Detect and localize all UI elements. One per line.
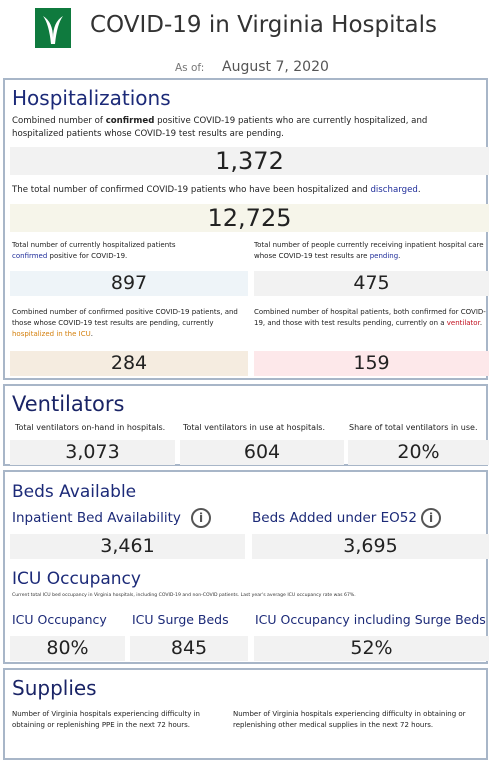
text: pending: [369, 252, 399, 260]
description: Total number of currently hospitalized p…: [12, 240, 212, 262]
text: Combined number of confirmed positive CO…: [12, 308, 238, 327]
metric-label: ICU Surge Beds: [132, 612, 229, 627]
description: Total number of people currently receivi…: [254, 240, 486, 262]
logo: [35, 8, 71, 48]
text: ventilator: [446, 319, 480, 327]
text: discharged: [370, 185, 418, 195]
section-title: Beds Available: [12, 482, 137, 502]
text: positive for COVID-19.: [47, 252, 128, 260]
description: Combined number of hospital patients, bo…: [254, 307, 488, 329]
text: hospitalized in the ICU: [12, 330, 91, 338]
metric-value: 897: [10, 271, 248, 296]
metric-value: 52%: [254, 636, 489, 661]
metric-value: 12,725: [10, 204, 489, 232]
metric-value: 284: [10, 351, 248, 376]
text: The total number of confirmed COVID-19 p…: [12, 185, 371, 195]
description: The total number of confirmed COVID-19 p…: [12, 184, 482, 197]
description: Number of Virginia hospitals experiencin…: [12, 710, 200, 729]
metric-value: 80%: [10, 636, 125, 661]
beds-section: Beds Available Inpatient Bed Availabilit…: [3, 470, 489, 664]
metric-value: 604: [180, 440, 344, 465]
text: .: [398, 252, 401, 260]
metric-label: Total ventilators in use at hospitals.: [183, 423, 325, 432]
supplies-section: Supplies Number of Virginia hospitals ex…: [3, 668, 488, 760]
metric-value: 3,073: [10, 440, 175, 465]
text: Total number of currently hospitalized p…: [12, 241, 176, 249]
text: confirmed: [12, 252, 48, 260]
text: Total number of people currently receivi…: [254, 241, 484, 260]
text: confirmed: [105, 116, 155, 126]
description: Combined number of confirmed positive CO…: [12, 307, 250, 340]
metric-label: Total ventilators on-hand in hospitals.: [15, 423, 166, 432]
description: Number of Virginia hospitals experiencin…: [233, 710, 466, 729]
section-title: Supplies: [12, 676, 97, 700]
page-title: COVID-19 in Virginia Hospitals: [90, 12, 437, 38]
metric-label: Share of total ventilators in use.: [349, 423, 478, 432]
section-title: Hospitalizations: [12, 86, 171, 110]
section-title: Ventilators: [12, 392, 125, 416]
metric-value: 3,461: [10, 534, 245, 559]
description: Combined number of confirmed positive CO…: [12, 115, 477, 141]
as-of-label: As of:: [175, 62, 205, 74]
text: .: [479, 319, 483, 327]
metric-label: Beds Added under EO52: [252, 510, 417, 526]
metric-label: ICU Occupancy: [12, 612, 107, 627]
info-icon[interactable]: i: [421, 508, 441, 528]
ventilators-section: Ventilators Total ventilators on-hand in…: [3, 384, 489, 466]
text: .: [417, 185, 421, 195]
text: .: [90, 330, 93, 338]
metric-value: 1,372: [10, 147, 489, 175]
note: Current total ICU bed occupancy in Virgi…: [12, 593, 356, 598]
as-of-date: August 7, 2020: [222, 59, 329, 75]
metric-label: Inpatient Bed Availability: [12, 510, 181, 526]
metric-value: 845: [130, 636, 248, 661]
text: Combined number of hospital patients, bo…: [254, 308, 486, 327]
text: Combined number of: [12, 116, 106, 126]
metric-value: 475: [254, 271, 489, 296]
metric-value: 3,695: [252, 534, 489, 559]
metric-value: 159: [254, 351, 489, 376]
metric-value: 20%: [348, 440, 489, 465]
section-title: ICU Occupancy: [12, 569, 141, 589]
text: positive COVID-19 patients who are curre…: [12, 116, 428, 139]
hospitalizations-section: Hospitalizations Combined number of conf…: [3, 78, 489, 380]
info-icon[interactable]: i: [191, 508, 211, 528]
metric-label: ICU Occupancy including Surge Beds: [255, 612, 486, 627]
